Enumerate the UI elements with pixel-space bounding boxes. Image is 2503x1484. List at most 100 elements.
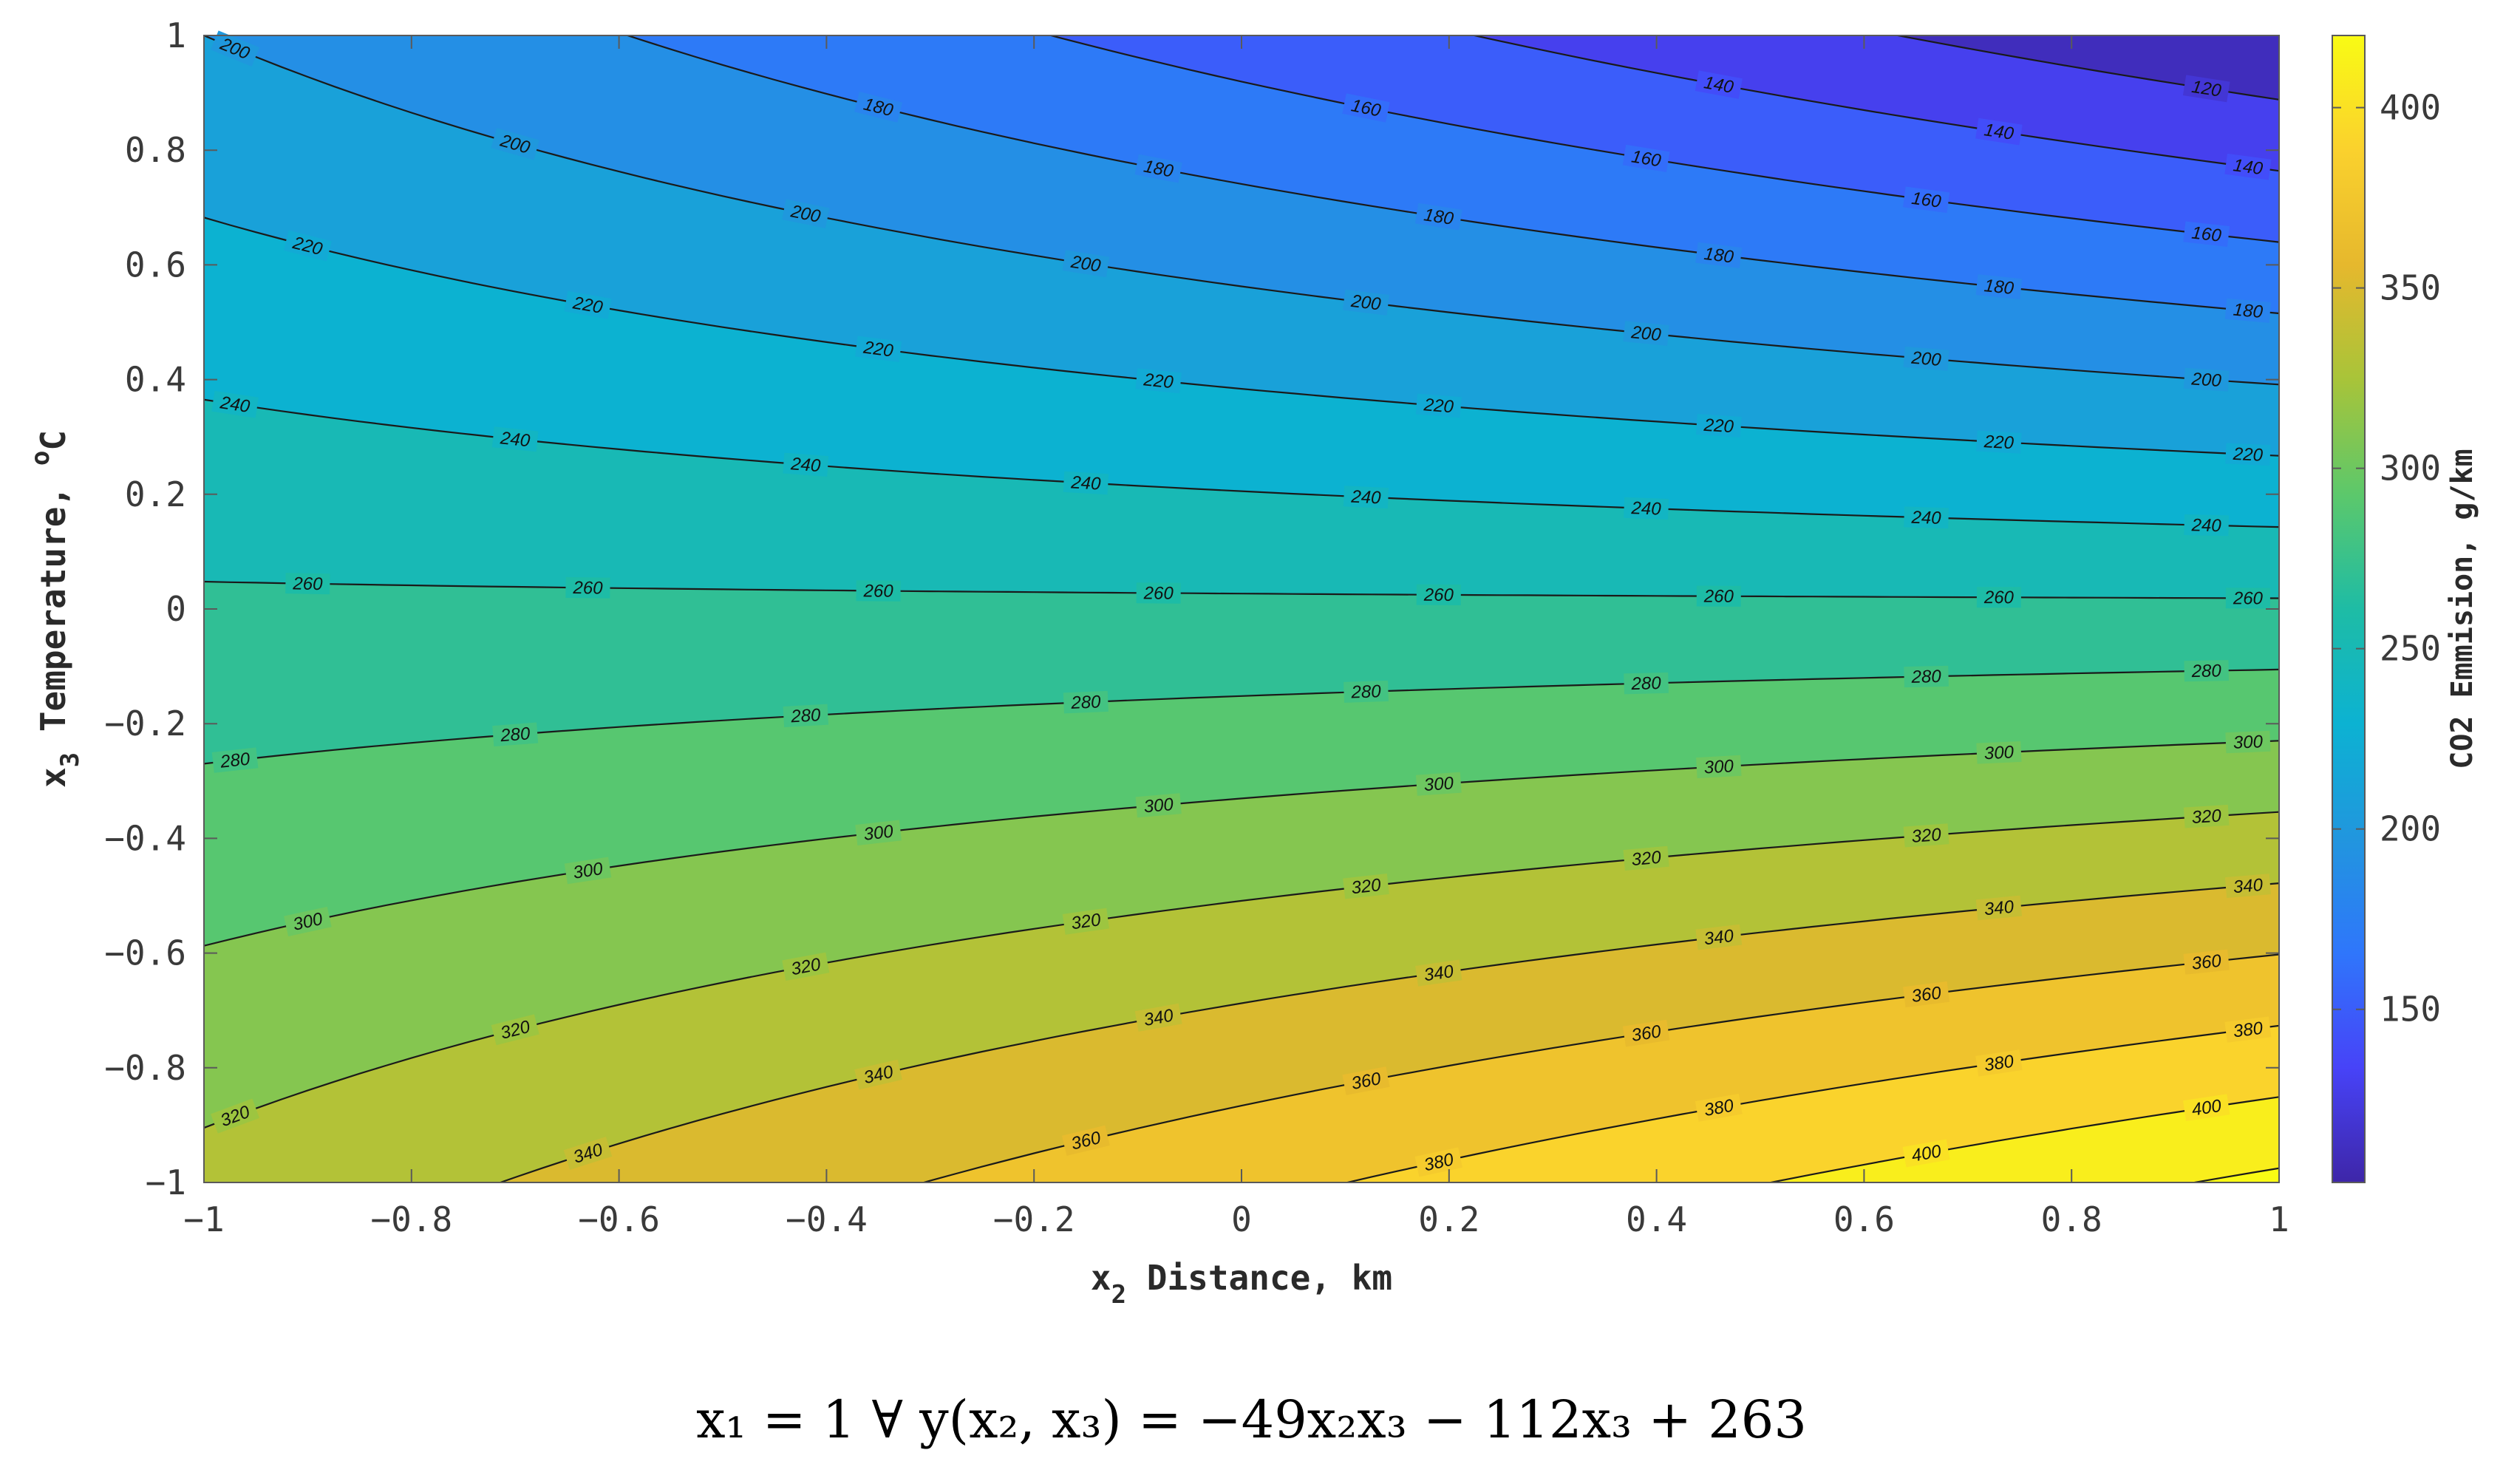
- contour-label-text: 260: [1983, 588, 2015, 607]
- contour-label-text: 280: [2190, 661, 2221, 681]
- contour-line-140: [1470, 35, 2279, 172]
- contour-label-bg: [2182, 75, 2230, 103]
- y-tick-label: 0.8: [125, 130, 186, 170]
- contour-label-240: 240: [211, 390, 259, 418]
- contour-label-bg: [1343, 289, 1389, 316]
- contour-label-text: 200: [2190, 369, 2222, 391]
- contour-label-bg: [1344, 680, 1389, 703]
- contour-band-120: [1472, 35, 2279, 171]
- contour-label-text: 280: [1910, 667, 1941, 687]
- contour-label-bg: [1695, 924, 1743, 950]
- contour-label-bg: [1134, 1003, 1182, 1032]
- contour-label-220: 220: [1976, 430, 2022, 454]
- contour-label-text: 140: [1983, 120, 2015, 144]
- x-tick-label: −0.4: [786, 1199, 868, 1239]
- contour-label-bg: [2183, 367, 2230, 392]
- y-tick-label: 0.6: [125, 245, 186, 285]
- contour-label-text: 260: [1143, 583, 1174, 603]
- colorbar-tick-label: 350: [2380, 268, 2441, 308]
- contour-label-380: 380: [1975, 1049, 2023, 1077]
- contour-label-text: 320: [1631, 848, 1663, 871]
- contour-label-text: 360: [1910, 983, 1943, 1007]
- contour-label-220: 220: [1415, 393, 1462, 418]
- contour-label-bg: [1903, 346, 1949, 371]
- contour-label-bg: [2182, 1094, 2230, 1121]
- contour-label-text: 260: [862, 581, 893, 601]
- contour-label-text: 360: [1630, 1021, 1663, 1046]
- contour-label-260: 260: [1976, 587, 2021, 608]
- contour-label-bg: [1903, 186, 1950, 214]
- contour-label-bg: [1624, 497, 1669, 520]
- contour-label-bg: [284, 906, 332, 936]
- contour-label-340: 340: [1695, 924, 1743, 950]
- contour-label-bg: [2224, 1016, 2272, 1043]
- contour-label-text: 260: [1703, 587, 1734, 607]
- contour-label-260: 260: [1416, 584, 1461, 605]
- contour-label-400: 400: [2182, 1094, 2230, 1121]
- contour-label-bg: [1062, 908, 1110, 935]
- contour-label-text: 240: [1630, 498, 1662, 520]
- contour-fill: [204, 35, 2279, 1182]
- contour-label-bg: [1904, 665, 1949, 688]
- contour-label-bg: [1903, 823, 1949, 848]
- contour-label-text: 300: [1423, 773, 1454, 795]
- colorbar-tick-label: 200: [2380, 809, 2441, 849]
- contour-label-300: 300: [1415, 772, 1462, 796]
- contour-label-bg: [1415, 202, 1462, 231]
- contour-label-280: 280: [783, 704, 829, 727]
- contour-label-340: 340: [1415, 959, 1462, 987]
- x-axis-label: x2 Distance, km: [1091, 1258, 1392, 1310]
- contour-label-300: 300: [564, 857, 612, 885]
- y-tick-label: 0.4: [125, 360, 186, 400]
- contour-label-bg: [1975, 274, 2023, 300]
- contour-label-bg: [1624, 672, 1669, 695]
- contour-label-240: 240: [491, 426, 539, 452]
- contour-label-bg: [1342, 93, 1390, 123]
- contour-label-bg: [2225, 730, 2271, 754]
- contour-label-text: 260: [1423, 585, 1454, 605]
- colorbar: [2332, 35, 2366, 1183]
- contour-label-bg: [564, 857, 612, 885]
- contour-label-bg: [1135, 793, 1182, 818]
- contour-label-text: 240: [218, 392, 251, 417]
- contour-label-bg: [491, 426, 539, 452]
- y-tick-label: 0: [166, 589, 186, 629]
- contour-label-bg: [1904, 506, 1949, 529]
- contour-label-bg: [491, 128, 539, 160]
- contour-label-bg: [1975, 895, 2023, 921]
- colorbar-label: CO2 Emmision, g/km: [2445, 449, 2479, 769]
- contour-label-text: 240: [789, 454, 822, 476]
- contour-label-bg: [855, 336, 902, 362]
- contour-label-bg: [1135, 368, 1182, 394]
- contour-line-380: [1344, 1024, 2279, 1182]
- contour-label-bg: [2184, 514, 2230, 537]
- contour-label-text: 380: [1983, 1052, 2015, 1076]
- contour-label-bg: [783, 452, 829, 477]
- contour-label-bg: [782, 199, 830, 228]
- contour-label-340: 340: [2224, 874, 2271, 899]
- contour-label-text: 300: [1703, 756, 1734, 777]
- contour-label-text: 220: [1703, 415, 1734, 438]
- x-axis: −1 −0.8 −0.6 −0.4 −0.2 0 0.2 0.4 0.6 0.8 1: [183, 35, 2289, 1239]
- contour-label-bg: [285, 573, 330, 595]
- contour-label-bg: [1415, 393, 1462, 418]
- contour-line-120: [1893, 35, 2279, 101]
- contour-label-240: 240: [1904, 506, 1949, 529]
- contour-label-bg: [283, 230, 332, 262]
- contour-label-bg: [856, 580, 901, 602]
- contour-label-bg: [1975, 118, 2023, 146]
- contour-label-280: 280: [2184, 660, 2229, 682]
- contour-label-280: 280: [1344, 680, 1389, 703]
- contour-label-text: 240: [499, 428, 531, 451]
- contour-label-300: 300: [855, 820, 902, 845]
- contour-label-text: 160: [1910, 188, 1943, 212]
- y-tick-label: −0.2: [104, 704, 186, 743]
- x-tick-label: −0.8: [370, 1199, 452, 1239]
- contour-label-bg: [491, 1014, 539, 1046]
- contour-label-text: 160: [2190, 223, 2222, 246]
- contour-label-280: 280: [1063, 690, 1109, 714]
- contour-label-bg: [2183, 804, 2230, 828]
- contour-line-300: [204, 740, 2279, 947]
- contour-label-text: 120: [2190, 77, 2223, 101]
